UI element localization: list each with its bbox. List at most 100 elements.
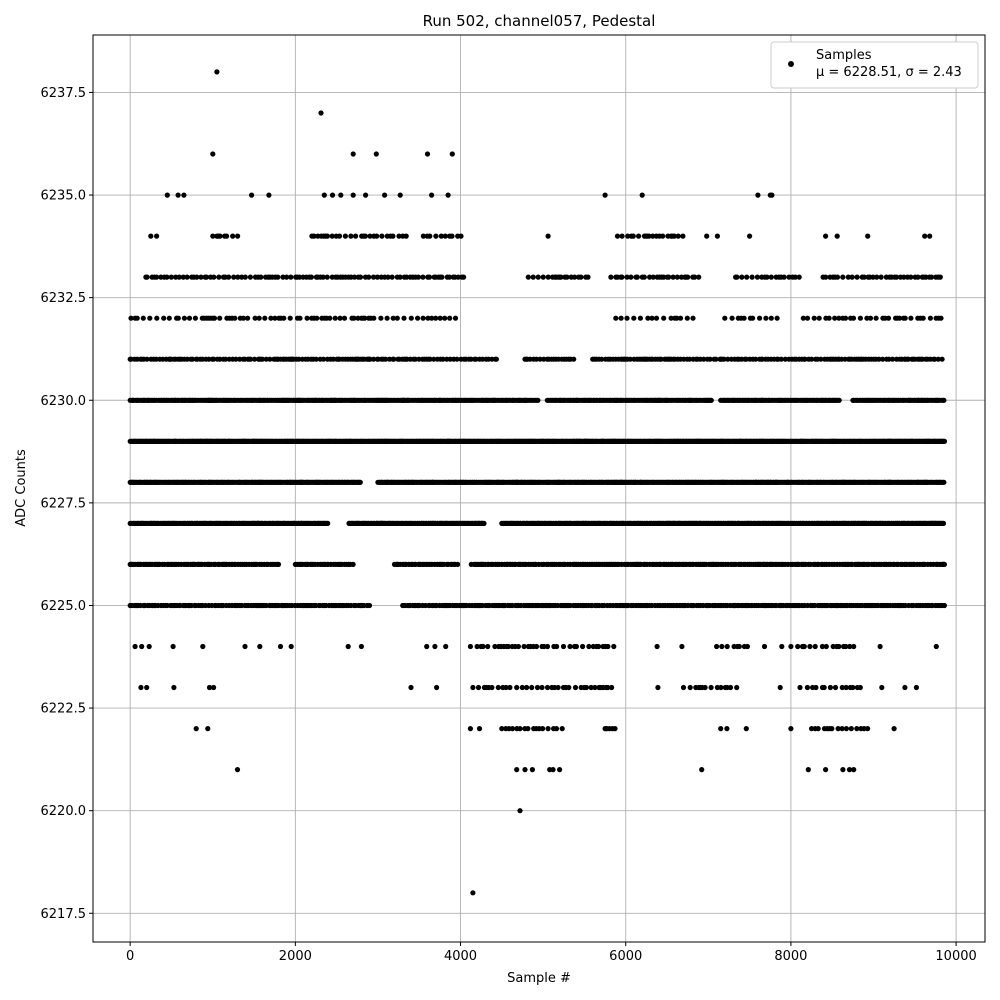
data-point [636, 233, 642, 239]
data-point [893, 274, 900, 280]
data-point [660, 233, 666, 239]
data-point [140, 315, 146, 321]
data-point [154, 274, 160, 280]
data-point [690, 315, 696, 321]
data-point [627, 356, 633, 362]
data-point [217, 233, 223, 239]
data-point [232, 315, 238, 321]
data-point [415, 315, 421, 321]
data-point [440, 356, 446, 362]
data-point [564, 274, 570, 280]
data-point [224, 233, 230, 239]
data-point [701, 356, 707, 362]
data-point [378, 315, 384, 321]
data-point [753, 356, 759, 362]
data-point [262, 315, 268, 321]
data-point [251, 356, 258, 362]
data-point [327, 315, 333, 321]
data-point [420, 315, 426, 321]
data-point [722, 315, 728, 321]
data-point [937, 274, 943, 280]
data-point [366, 602, 373, 609]
data-point [804, 315, 811, 321]
data-point [198, 274, 204, 280]
data-point [480, 643, 486, 650]
data-point [144, 274, 150, 280]
data-point [458, 233, 464, 239]
data-point [217, 315, 223, 321]
data-point [901, 274, 907, 280]
data-point [845, 274, 851, 280]
data-point [585, 274, 591, 280]
data-point [320, 274, 326, 280]
data-point [180, 274, 186, 280]
data-point [371, 315, 377, 321]
data-point [216, 274, 222, 280]
data-point [932, 356, 938, 362]
data-point [619, 274, 625, 280]
data-point [876, 356, 882, 362]
data-point [348, 233, 354, 239]
data-point [842, 315, 849, 321]
data-point [624, 274, 630, 280]
data-point [383, 356, 389, 362]
data-point [263, 356, 269, 362]
data-point [272, 315, 278, 321]
data-point [420, 274, 426, 280]
data-point [836, 397, 842, 403]
data-point [878, 274, 884, 280]
data-point [324, 274, 330, 280]
data-point [941, 479, 947, 485]
data-point [941, 561, 948, 568]
data-point [433, 315, 439, 321]
data-point [786, 274, 792, 280]
data-point [144, 356, 150, 362]
data-point [313, 356, 319, 362]
data-point [935, 356, 941, 362]
data-point [374, 233, 380, 239]
data-point [854, 274, 860, 280]
data-point [296, 274, 303, 280]
data-point [782, 356, 788, 362]
data-point [796, 274, 802, 280]
data-point [836, 315, 842, 321]
data-point [211, 315, 218, 321]
data-point [889, 356, 896, 362]
data-point [674, 315, 680, 321]
data-point [823, 274, 829, 280]
data-point [941, 438, 948, 444]
data-point [641, 274, 647, 280]
data-point [818, 356, 824, 362]
data-point [287, 315, 293, 321]
data-point [184, 274, 190, 280]
data-point [668, 315, 674, 321]
data-point [618, 315, 624, 321]
data-point [433, 233, 439, 239]
data-point [357, 479, 363, 485]
data-point [764, 274, 770, 280]
data-point [670, 274, 676, 280]
data-point [449, 233, 455, 239]
data-point [880, 356, 886, 362]
data-point [371, 356, 377, 362]
data-point [186, 315, 193, 321]
data-point [268, 315, 274, 321]
data-point [707, 356, 713, 362]
data-point [525, 274, 531, 280]
data-point [792, 274, 798, 280]
data-point [314, 315, 320, 321]
data-point [362, 315, 368, 321]
data-point [404, 274, 410, 280]
data-point [768, 274, 774, 280]
data-point [357, 274, 364, 280]
data-point [390, 233, 396, 239]
data-point [175, 315, 181, 321]
data-point [578, 274, 584, 280]
data-point [781, 274, 787, 280]
data-point [351, 315, 357, 321]
data-point [389, 274, 395, 280]
data-point [902, 315, 908, 321]
data-point [908, 315, 914, 321]
data-point [696, 274, 702, 280]
